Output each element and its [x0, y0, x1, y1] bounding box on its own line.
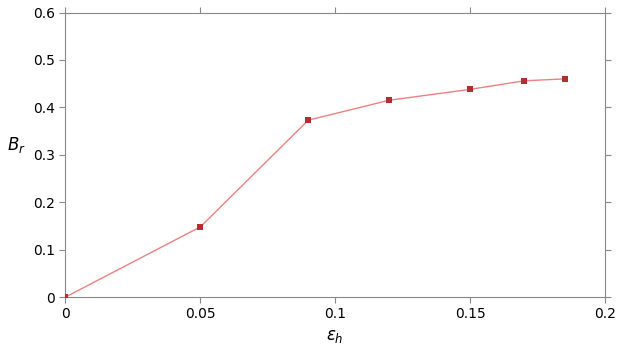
Y-axis label: $B_r$: $B_r$	[7, 135, 26, 155]
X-axis label: $\varepsilon_h$: $\varepsilon_h$	[326, 327, 344, 345]
